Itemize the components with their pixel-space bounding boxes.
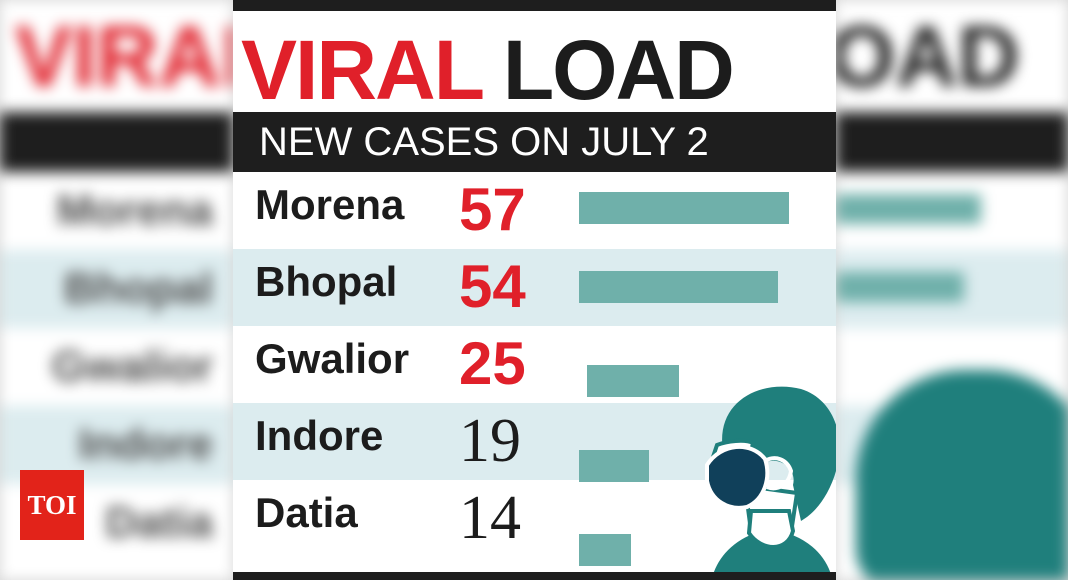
- bar-gwalior: [587, 365, 680, 397]
- chart-subtitle: NEW CASES ON JULY 2: [259, 120, 709, 164]
- blurred-background-right: LOAD: [836, 0, 1068, 580]
- value-label: 25: [459, 330, 526, 397]
- blurred-background-left: VIRAL Morena Bhopal Gwalior Indore Datia: [0, 0, 233, 580]
- bar-datia: [579, 534, 631, 566]
- category-label: Indore: [255, 412, 384, 459]
- chart-panel: VIRAL LOAD NEW CASES ON JULY 2 Morena 57…: [233, 0, 836, 580]
- blurred-title: LOAD: [836, 9, 1020, 105]
- title-word-viral: VIRAL: [241, 23, 483, 117]
- title-word-load: LOAD: [502, 23, 735, 117]
- subtitle-band: NEW CASES ON JULY 2: [233, 112, 836, 172]
- row-datia: Datia 14: [233, 480, 836, 566]
- blurred-label: Indore: [78, 420, 213, 469]
- category-label: Bhopal: [255, 258, 398, 305]
- bar-bhopal: [579, 271, 778, 303]
- value-label: 57: [459, 176, 526, 243]
- value-label: 14: [459, 484, 521, 552]
- masked-person-icon: [705, 386, 836, 572]
- category-label: Gwalior: [255, 335, 410, 382]
- chart-title: VIRAL LOAD: [241, 23, 735, 117]
- row-morena: Morena 57: [233, 172, 836, 249]
- category-label: Morena: [255, 181, 405, 228]
- row-gwalior: Gwalior 25: [233, 326, 836, 403]
- blurred-title: VIRAL: [15, 9, 233, 105]
- blurred-label: Bhopal: [63, 264, 213, 313]
- bar-morena: [579, 192, 789, 224]
- value-label: 54: [459, 253, 526, 320]
- category-label: Datia: [255, 489, 358, 536]
- blurred-label: Datia: [105, 498, 213, 547]
- blurred-label: Morena: [56, 186, 213, 235]
- value-label: 19: [459, 407, 521, 475]
- toi-logo: TOI: [20, 470, 84, 540]
- bar-indore: [579, 450, 649, 482]
- row-bhopal: Bhopal 54: [233, 249, 836, 326]
- blurred-label: Gwalior: [51, 342, 213, 391]
